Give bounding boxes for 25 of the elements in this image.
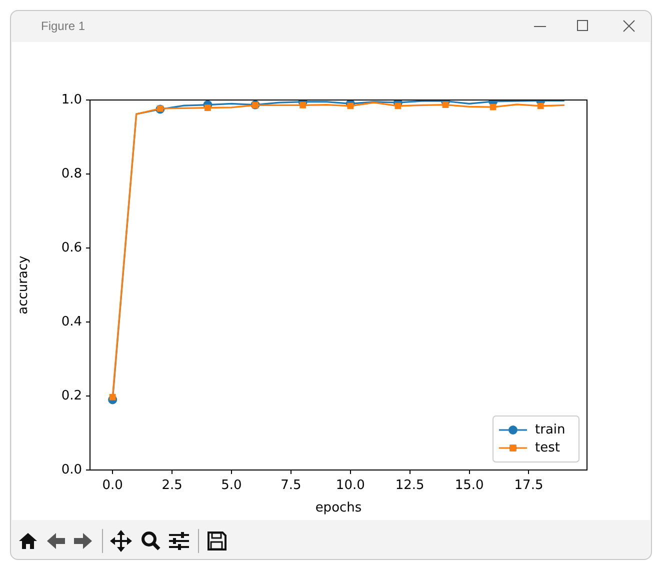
point — [537, 102, 544, 110]
point — [490, 104, 496, 110]
x-tick-label: 10.0 — [336, 478, 365, 494]
y-tick-label: 0.4 — [61, 314, 82, 330]
x-tick-label: 15.0 — [454, 478, 484, 494]
point — [109, 394, 116, 400]
y-axis-title: accuracy — [16, 255, 32, 314]
legend-label: train — [535, 422, 566, 438]
x-tick-label: 2.5 — [162, 478, 182, 494]
x-tick-label: 7.5 — [280, 478, 302, 494]
y-tick-label: 0.8 — [61, 166, 82, 182]
legend-label: test — [535, 440, 560, 456]
y-tick-label: 0.0 — [61, 462, 82, 478]
x-tick-label: 12.5 — [395, 478, 424, 494]
point — [347, 102, 354, 110]
y-tick-label: 0.6 — [61, 240, 82, 256]
chart-title: Figure 1 — [41, 19, 86, 33]
x-axis-title: epochs — [315, 500, 362, 516]
y-tick-label: 0.2 — [61, 388, 82, 404]
point — [394, 102, 402, 110]
x-tick-label: 17.5 — [514, 478, 544, 494]
x-tick-label: 0.0 — [102, 478, 123, 494]
x-tick-label: 5.0 — [221, 478, 242, 494]
point — [204, 104, 211, 111]
y-tick-label: 1.0 — [61, 92, 82, 108]
